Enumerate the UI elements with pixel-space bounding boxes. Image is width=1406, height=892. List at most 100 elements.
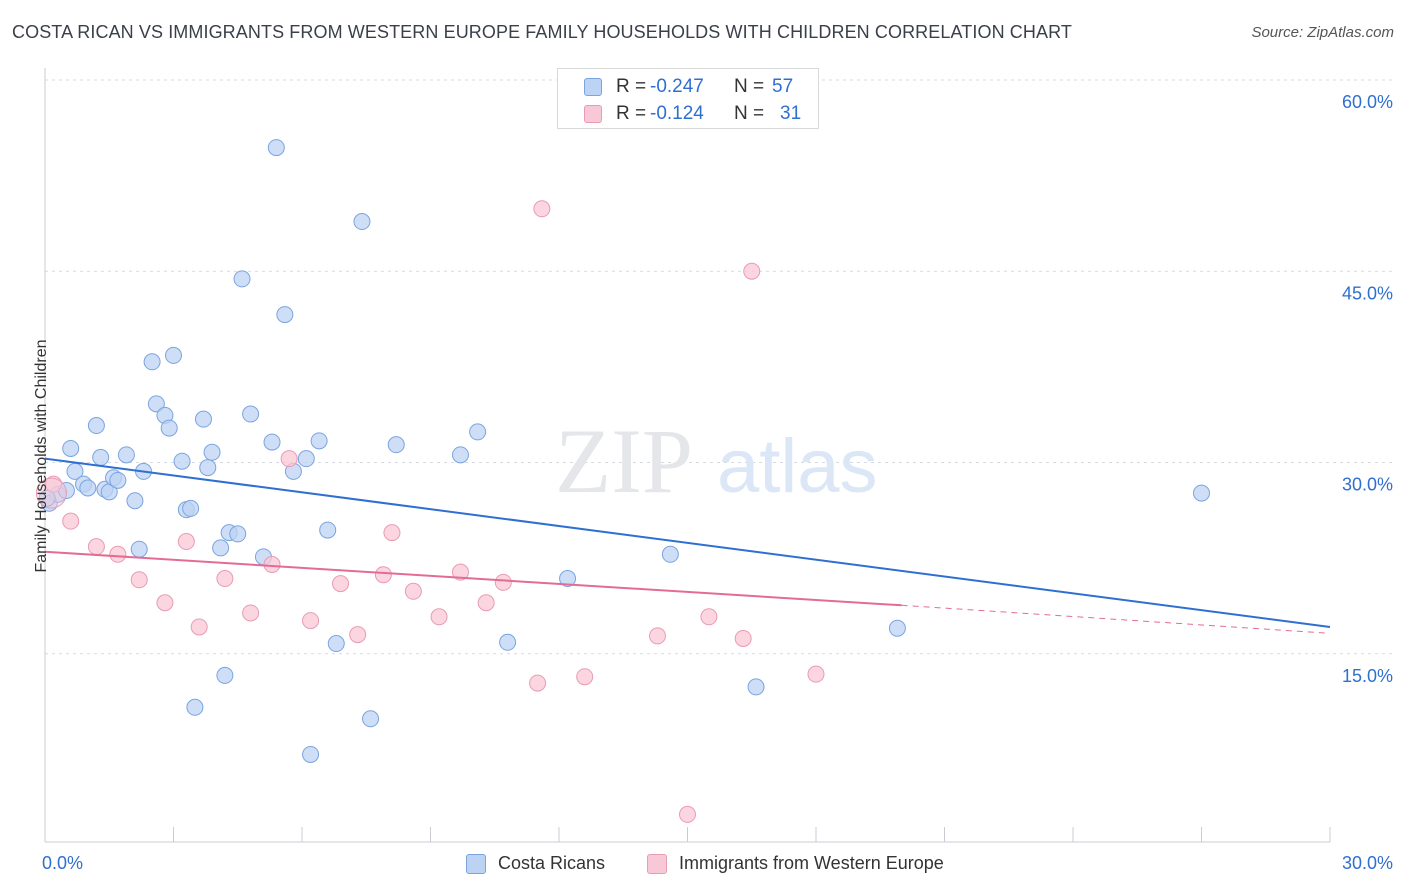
immigrant-point [743,262,761,280]
chart-title: COSTA RICAN VS IMMIGRANTS FROM WESTERN E… [12,22,1072,42]
legend-r-value: -0.124 [650,103,704,124]
legend-n-value: 57 [772,76,794,97]
costa-rican-point [559,570,577,588]
costa-rican-point [109,471,127,489]
costa-rican-point [229,525,247,543]
costa-rican-point [353,213,371,231]
immigrant-point [263,556,281,573]
costa-rican-point [147,395,165,413]
immigrant-point [332,575,350,593]
costa-rican-point [130,540,148,558]
immigrant-point-cluster [35,477,67,509]
costa-rican-point [747,678,765,696]
immigrant-point [576,668,594,686]
costa-rican-point [302,745,320,763]
immigrant-point [477,594,495,612]
series-legend: Costa Ricans Immigrants from Western Eur… [0,852,1406,876]
costa-rican-point [38,489,56,507]
legend-r-label: R = [616,103,647,124]
source-label: Source: ZipAtlas.com [1251,24,1394,41]
legend-swatch-blue [584,78,602,96]
immigrant-point [383,524,401,542]
y-axis-label: Family Households with Children [33,339,50,573]
immigrant-point [87,538,105,556]
costa-rican-point [263,433,281,451]
immigrant-point [177,533,195,551]
legend-row-immigrants: R = -0.124 N = 31 [558,101,818,127]
legend-label: Immigrants from Western Europe [679,853,944,873]
immigrant-point [109,545,127,563]
immigrant-point [156,594,174,612]
legend-swatch-pink [584,105,602,123]
immigrant-point [190,618,208,636]
legend-label: Costa Ricans [498,853,606,873]
costa-rican-point [242,405,260,423]
immigrant-point [451,563,469,581]
costa-rican-point [62,439,80,457]
legend-n-value: 31 [780,103,802,124]
immigrant-point [533,200,551,218]
costa-rican-point [387,436,405,454]
immigrant-point [242,604,260,622]
costa-rican-point [203,443,221,461]
costa-rican-point [661,545,679,563]
costa-rican-point [310,432,328,450]
immigrant-point [649,627,667,645]
immigrant-point [404,582,422,600]
costa-rican-point [362,710,380,728]
costa-rican-point [888,619,906,637]
costa-rican-point [194,410,212,428]
costa-rican-point [182,499,200,517]
watermark-atlas: atlas [717,424,878,509]
y-tick-label: 15.0% [1342,666,1393,686]
costa-rican-point [216,666,234,684]
immigrant-point [430,608,448,626]
costa-rican-trendline [44,457,1331,628]
immigrant-point [734,629,752,647]
costa-rican-point [160,419,178,437]
costa-rican-point [173,452,191,470]
costa-rican-point [199,459,217,477]
legend-n-label: N = [734,76,765,97]
legend-swatch-pink [647,854,667,874]
immigrant-point [216,570,234,588]
costa-rican-point [233,270,251,288]
costa-rican-point [87,417,105,435]
costa-rican-point [143,353,161,371]
correlation-legend: R = -0.247 N = 57 R = -0.124 N = 31 [557,68,819,129]
costa-rican-point [319,521,337,539]
costa-rican-point [469,423,487,441]
costa-rican-point [92,448,110,466]
immigrant-point [807,665,825,683]
immigrant-point [529,674,547,692]
immigrant-point [374,566,392,584]
legend-r-label: R = [616,76,647,97]
immigrant-point [494,573,512,591]
costa-rican-point [165,346,182,364]
costa-rican-point [212,539,230,557]
immigrant-point [130,571,148,589]
legend-row-costa-ricans: R = -0.247 N = 57 [558,74,818,100]
y-tick-label: 45.0% [1342,283,1393,303]
immigrant-point [302,612,320,630]
legend-n-label: N = [734,103,765,124]
costa-rican-point [267,139,285,157]
costa-rican-point [1193,484,1210,502]
y-tick-label: 30.0% [1342,475,1393,495]
immigrant-point [679,805,696,823]
costa-rican-point [276,306,294,324]
costa-rican-point [117,446,135,464]
costa-rican-point [451,446,469,464]
immigrant-point [45,475,63,493]
x-tick-label: 0.0% [42,853,83,873]
legend-r-value: -0.247 [650,76,704,97]
immigrant-trendline [44,550,902,607]
watermark-zip: ZIP [555,410,693,512]
costa-rican-point [186,698,204,716]
immigrant-point [62,512,80,530]
costa-rican-point [126,492,144,510]
immigrant-point [700,608,718,626]
immigrant-point [349,626,367,644]
costa-rican-point [297,450,315,468]
x-tick-label: 30.0% [1342,853,1393,873]
